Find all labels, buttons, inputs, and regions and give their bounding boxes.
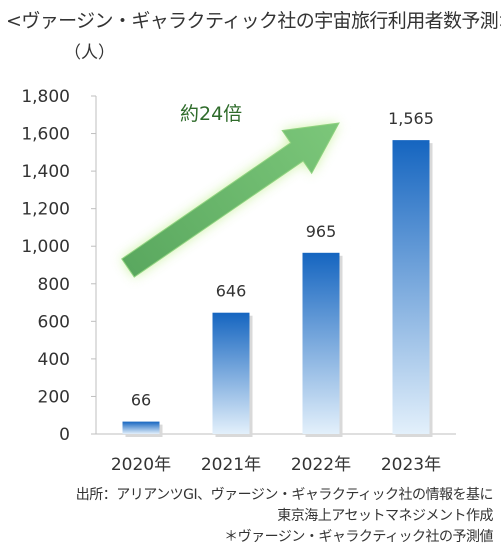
chart-title: <ヴァージン・ギャラクティック社の宇宙旅行利用者数予測> bbox=[6, 10, 501, 32]
bar-chart: 0 200 400 600 800 1,000 1,200 1,400 1,600 1,800 6… bbox=[21, 87, 456, 475]
y-tick-label: 1,600 bbox=[21, 125, 70, 145]
source-line: ＊ヴァージン・ギャラクティック社の予測値 bbox=[224, 529, 493, 545]
bar-2020年 bbox=[122, 421, 160, 434]
y-tick-label: 200 bbox=[38, 387, 70, 407]
y-tick-label: 1,400 bbox=[21, 162, 70, 182]
y-tick-label: 800 bbox=[38, 275, 70, 295]
bar-2022年 bbox=[302, 252, 340, 434]
bar-value-label: 965 bbox=[306, 222, 337, 241]
source-note: 出所：アリアンツGI、ヴァージン・ギャラクティック社の情報を基に 東京海上アセッ… bbox=[75, 485, 494, 548]
y-tick-label: 1,200 bbox=[21, 200, 70, 220]
source-line: 東京海上アセットマネジメント作成 bbox=[277, 508, 493, 524]
y-tick-label: 1,000 bbox=[21, 237, 70, 257]
source-line: 出所：アリアンツGI、ヴァージン・ギャラクティック社の情報を基に bbox=[75, 487, 494, 503]
x-tick-label: 2022年 bbox=[291, 455, 351, 475]
growth-arrow bbox=[121, 122, 340, 278]
bar-2021年 bbox=[212, 312, 250, 434]
x-tick-label: 2020年 bbox=[111, 455, 171, 475]
y-tick-label: 600 bbox=[38, 312, 70, 332]
bar-value-label: 646 bbox=[216, 282, 247, 301]
y-tick-label: 1,800 bbox=[21, 87, 70, 107]
x-tick-label: 2021年 bbox=[201, 455, 261, 475]
y-tick-label: 0 bbox=[59, 425, 70, 445]
x-tick-label: 2023年 bbox=[381, 455, 441, 475]
bar-2023年 bbox=[392, 140, 430, 434]
bar-value-label: 1,565 bbox=[388, 109, 434, 128]
y-axis-unit: （人） bbox=[64, 43, 115, 63]
y-tick-label: 400 bbox=[38, 350, 70, 370]
bar-value-label: 66 bbox=[131, 391, 151, 410]
growth-annotation: 約24倍 bbox=[180, 103, 242, 125]
